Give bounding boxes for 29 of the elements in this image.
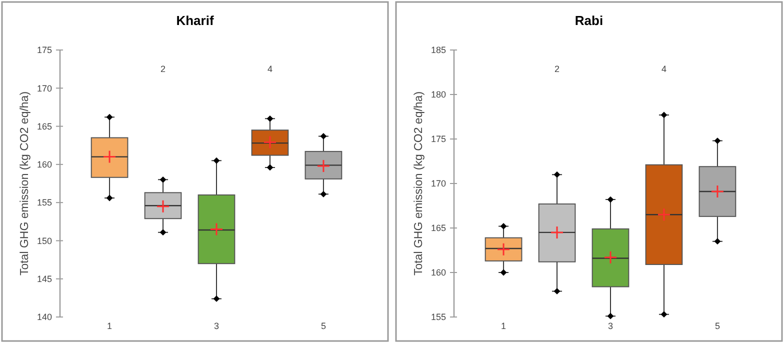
y-tick-label: 150 bbox=[36, 236, 52, 246]
y-axis-title: Total GHG emission (kg CO2 eq/ha) bbox=[19, 91, 31, 276]
y-tick-label: 160 bbox=[430, 268, 446, 278]
y-tick-label: 180 bbox=[430, 90, 446, 100]
x-tick-label: 1 bbox=[107, 321, 112, 332]
x-tick-label: 3 bbox=[608, 321, 614, 332]
x-tick-label: 2 bbox=[160, 64, 166, 74]
chart-title: Kharif bbox=[176, 13, 214, 28]
y-tick-label: 165 bbox=[36, 121, 52, 132]
y-tick-label: 160 bbox=[36, 160, 52, 170]
x-tick-label: 2 bbox=[554, 64, 560, 74]
x-tick-label: 5 bbox=[714, 321, 720, 332]
y-tick-label: 165 bbox=[430, 223, 446, 234]
x-tick-label: 1 bbox=[501, 321, 506, 332]
y-tick-label: 185 bbox=[430, 45, 446, 56]
x-tick-label: 3 bbox=[214, 321, 220, 332]
y-tick-label: 170 bbox=[430, 178, 446, 189]
y-tick-label: 175 bbox=[430, 134, 446, 144]
x-tick-label: 4 bbox=[267, 64, 272, 74]
y-tick-label: 170 bbox=[36, 83, 52, 94]
y-tick-label: 175 bbox=[36, 45, 52, 56]
y-tick-label: 155 bbox=[430, 312, 446, 322]
x-tick-label: 4 bbox=[661, 64, 666, 74]
y-tick-label: 145 bbox=[36, 274, 52, 284]
chart-title: Rabi bbox=[574, 13, 604, 28]
y-axis-title: Total GHG emission (kg CO2 eq/ha) bbox=[413, 91, 425, 276]
y-tick-label: 140 bbox=[36, 312, 52, 322]
y-tick-label: 155 bbox=[36, 198, 52, 208]
x-tick-label: 5 bbox=[320, 321, 326, 332]
